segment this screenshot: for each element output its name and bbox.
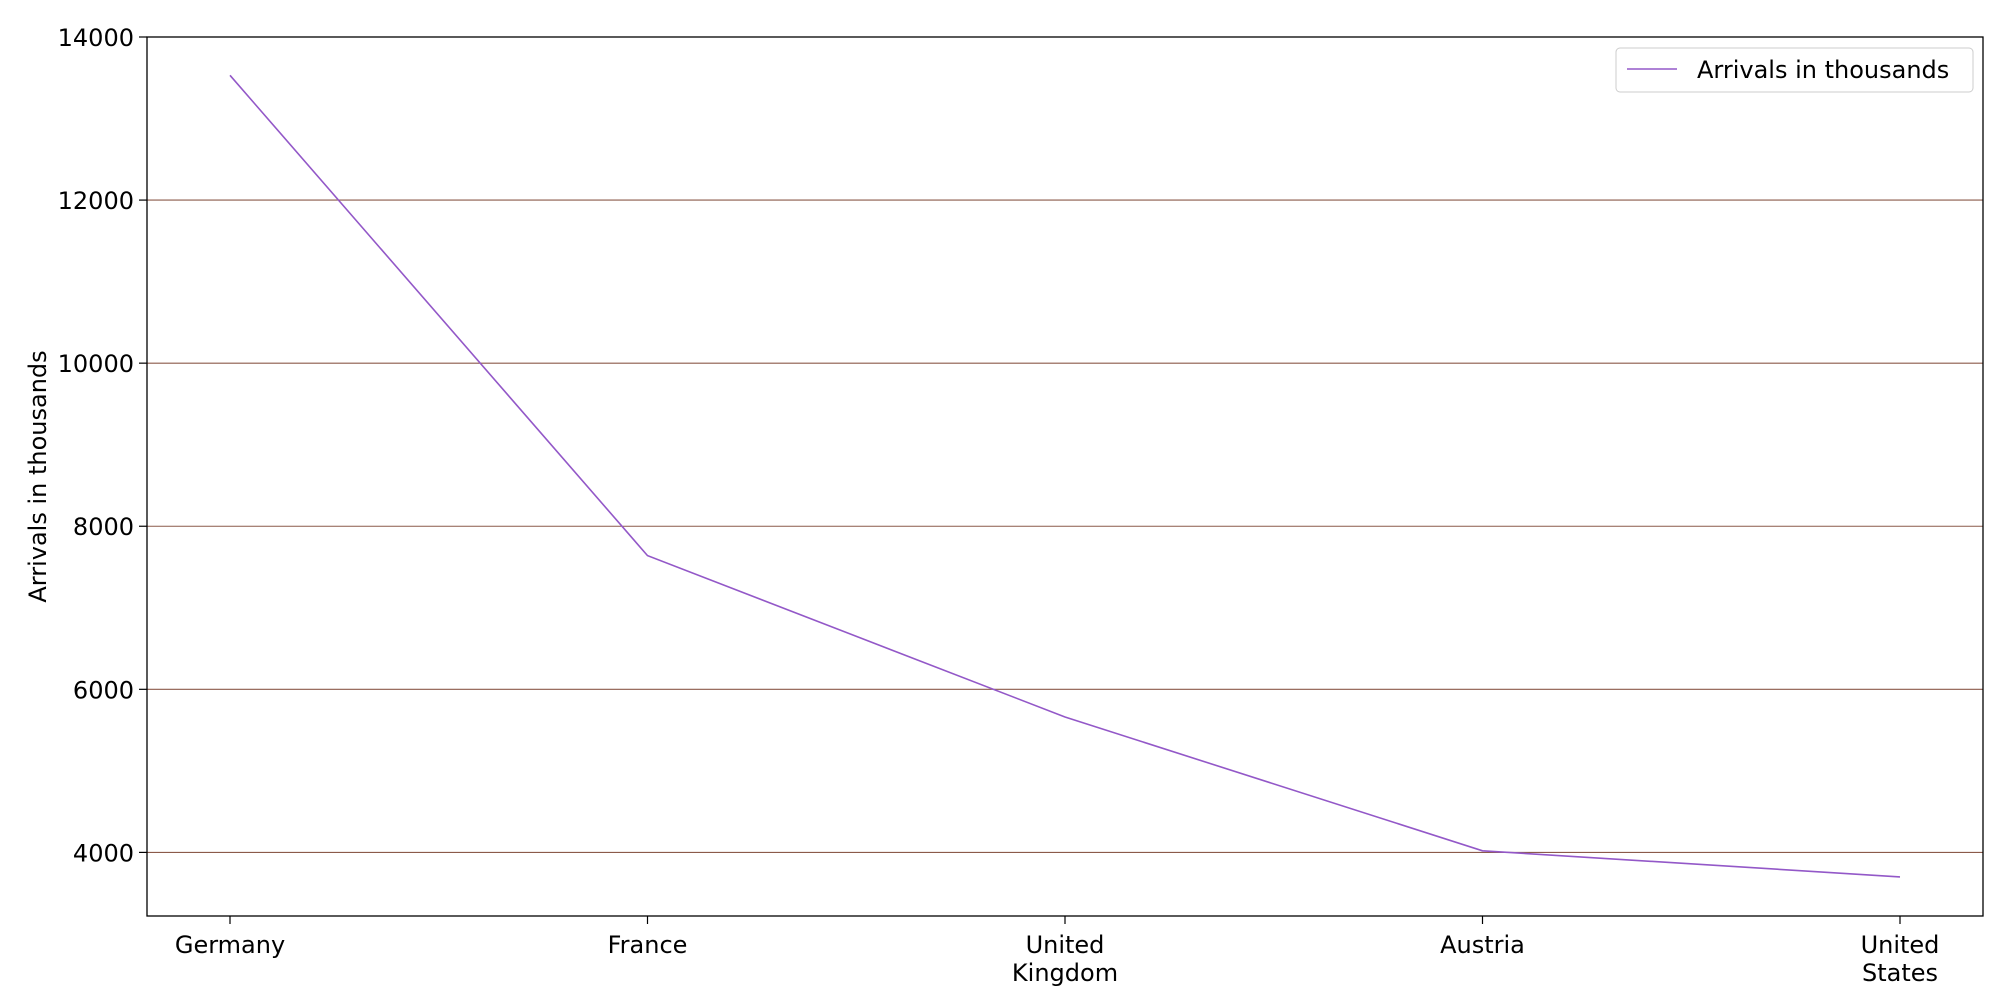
- x-tick-label: United Kingdom: [1012, 931, 1118, 987]
- y-axis-ticks: 4000 6000 8000 10000 12000 14000: [58, 24, 147, 867]
- x-tick-label: Germany: [175, 931, 285, 959]
- y-tick-label: 4000: [73, 839, 134, 867]
- gridlines: [147, 199, 1983, 853]
- y-tick-label: 12000: [58, 187, 134, 215]
- y-tick-label: 6000: [73, 676, 134, 704]
- legend-label: Arrivals in thousands: [1697, 56, 1949, 84]
- legend-box: [1615, 47, 1974, 93]
- series-layer: [229, 74, 1901, 878]
- x-tick-label: United States: [1861, 931, 1940, 987]
- y-tick-label: 8000: [73, 513, 134, 541]
- y-tick-label: 10000: [58, 350, 134, 378]
- y-axis-label: Arrivals in thousands: [24, 350, 52, 602]
- x-axis-ticks: Germany France United Kingdom Austria United S…: [175, 916, 1940, 987]
- plot-frame: [146, 36, 1984, 917]
- series-line: [229, 74, 1901, 878]
- legend: Arrivals in thousands: [1615, 47, 1974, 93]
- y-tick-label: 14000: [58, 24, 134, 52]
- x-tick-label: Austria: [1440, 931, 1525, 959]
- x-tick-label: France: [608, 931, 688, 959]
